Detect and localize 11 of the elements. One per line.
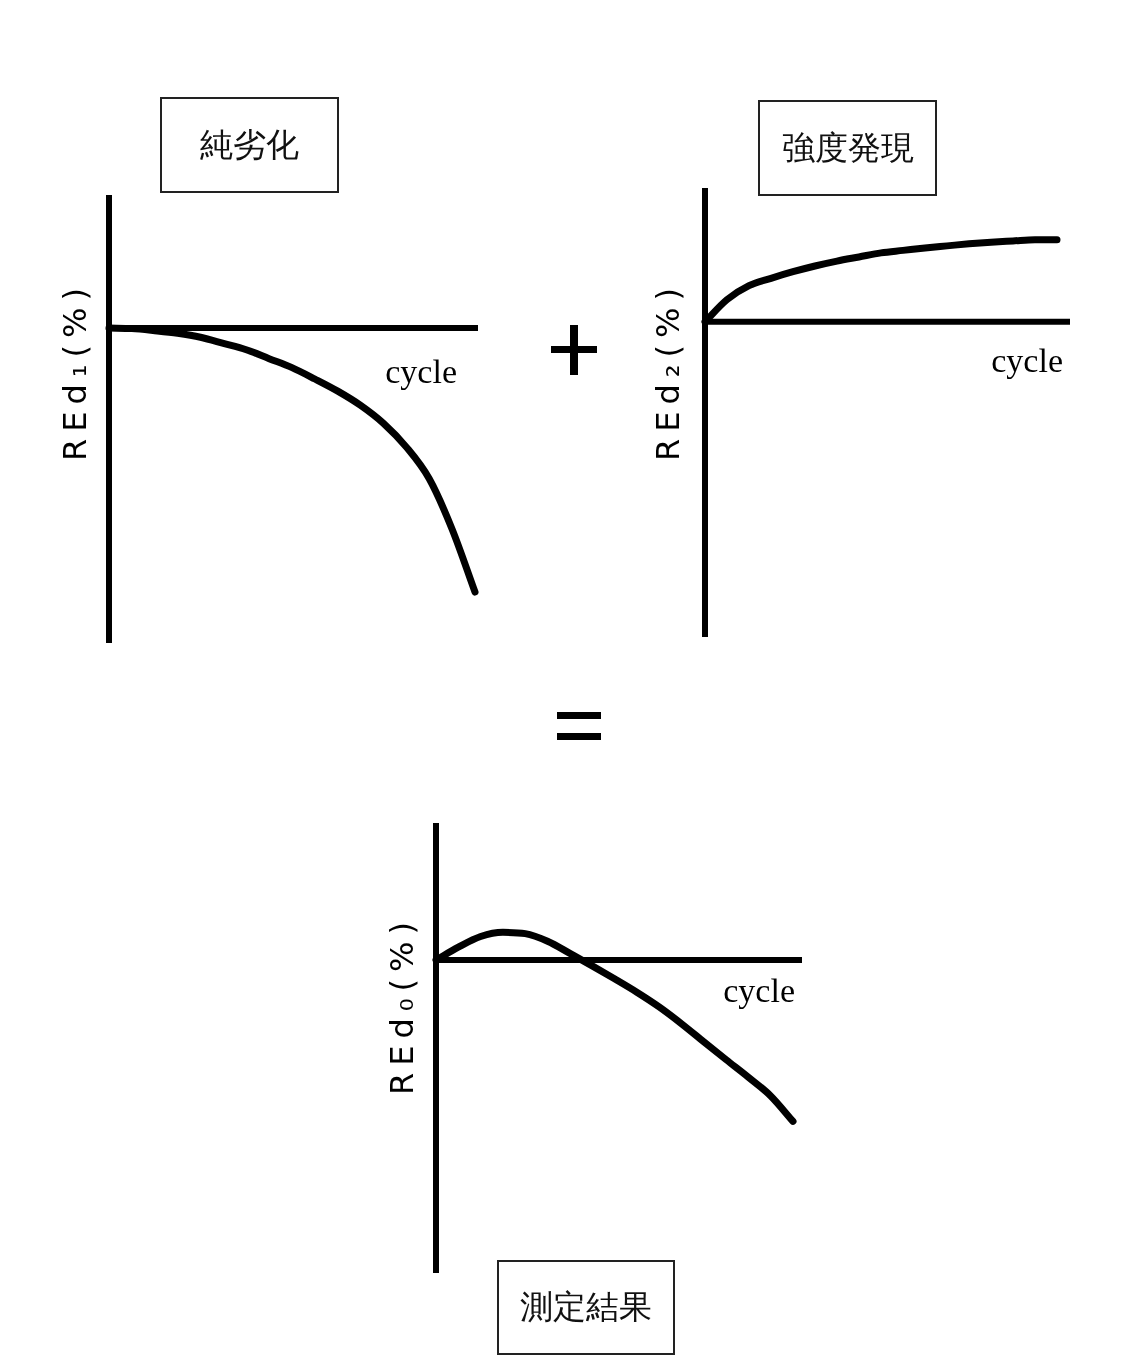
chart-title: 強度発現 [781, 126, 914, 169]
x-axis-title: cycle [991, 341, 1063, 379]
x-axis-title: cycle [723, 972, 795, 1010]
x-axis-title: cycle [385, 353, 457, 391]
title-box: 測定結果 [497, 1260, 675, 1355]
title-box: 強度発現 [758, 100, 937, 196]
y-axis-title: REd₂(%) [649, 281, 687, 461]
y-axis-title: REd₀(%) [383, 915, 421, 1095]
y-axis-title: REd₁(%) [56, 281, 94, 461]
title-box: 純劣化 [160, 97, 339, 193]
chart-title: 純劣化 [200, 123, 299, 166]
